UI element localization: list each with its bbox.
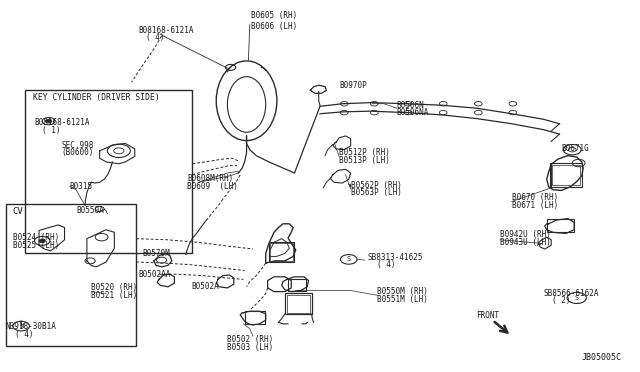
Text: B0970P: B0970P	[339, 81, 367, 90]
Bar	[288, 279, 306, 291]
Text: B0550A: B0550A	[76, 206, 104, 215]
Text: SB8566-6162A: SB8566-6162A	[543, 289, 599, 298]
Text: B0943U (LH): B0943U (LH)	[500, 238, 551, 247]
Bar	[285, 294, 312, 314]
Text: CV: CV	[12, 207, 23, 216]
Bar	[25, 90, 192, 253]
Text: B0670 (RH): B0670 (RH)	[511, 193, 558, 202]
Bar	[6, 204, 136, 346]
Bar	[270, 243, 293, 261]
Text: B08168-6121A: B08168-6121A	[34, 118, 90, 127]
Text: SB8313-41625: SB8313-41625	[368, 253, 424, 262]
Bar	[287, 295, 310, 313]
Text: B0562P (RH): B0562P (RH)	[351, 181, 401, 190]
Circle shape	[45, 119, 52, 123]
Text: B0315: B0315	[70, 182, 93, 190]
Text: B0512P (RH): B0512P (RH)	[339, 148, 390, 157]
Text: B0942U (RH): B0942U (RH)	[500, 230, 551, 240]
Text: JB05005C: JB05005C	[581, 353, 621, 362]
Text: KEY CYLINDER (DRIVER SIDE): KEY CYLINDER (DRIVER SIDE)	[33, 93, 159, 102]
Text: ( 4): ( 4)	[15, 330, 33, 339]
Text: B0520 (RH): B0520 (RH)	[92, 283, 138, 292]
Text: B0608M(RH): B0608M(RH)	[187, 174, 234, 183]
Text: B0506N: B0506N	[397, 101, 424, 110]
Bar	[244, 311, 265, 324]
Text: B0609  (LH): B0609 (LH)	[187, 182, 238, 190]
Text: N: N	[19, 323, 23, 329]
Text: ( 1): ( 1)	[42, 126, 61, 135]
Bar	[552, 165, 580, 185]
Text: S: S	[575, 295, 579, 301]
Text: B0525 (LH): B0525 (LH)	[13, 241, 60, 250]
Text: B0503 (LH): B0503 (LH)	[227, 343, 274, 352]
Bar	[269, 241, 294, 262]
Text: B0521 (LH): B0521 (LH)	[92, 291, 138, 300]
Text: B0570M: B0570M	[143, 249, 170, 258]
Circle shape	[39, 239, 45, 243]
Text: SEC.998: SEC.998	[61, 141, 93, 150]
Text: B0551M (LH): B0551M (LH)	[378, 295, 428, 304]
Text: B0671 (LH): B0671 (LH)	[511, 201, 558, 210]
Text: ( 2): ( 2)	[552, 296, 570, 305]
Text: FRONT: FRONT	[476, 311, 500, 320]
Text: NB918-30B1A: NB918-30B1A	[6, 322, 57, 331]
Text: B0524 (RH): B0524 (RH)	[13, 233, 60, 243]
Bar	[547, 219, 574, 232]
Text: ( 4): ( 4)	[147, 33, 164, 42]
Text: B0502AA: B0502AA	[138, 270, 170, 279]
Text: S: S	[347, 256, 351, 262]
Text: B0513P (LH): B0513P (LH)	[339, 155, 390, 164]
Text: B0550M (RH): B0550M (RH)	[378, 287, 428, 296]
Ellipse shape	[227, 77, 266, 132]
Text: B0502A: B0502A	[191, 282, 219, 291]
Text: B0563P (LH): B0563P (LH)	[351, 188, 401, 197]
Text: B08168-6121A: B08168-6121A	[138, 26, 193, 35]
Text: B0506NA: B0506NA	[397, 108, 429, 117]
Text: B0671G: B0671G	[561, 144, 589, 153]
Text: B0605 (RH)
B0606 (LH): B0605 (RH) B0606 (LH)	[251, 12, 297, 31]
Text: ( 4): ( 4)	[378, 260, 396, 269]
Bar	[550, 163, 582, 187]
Text: (B0600): (B0600)	[61, 148, 93, 157]
Text: B0502 (RH): B0502 (RH)	[227, 335, 274, 344]
